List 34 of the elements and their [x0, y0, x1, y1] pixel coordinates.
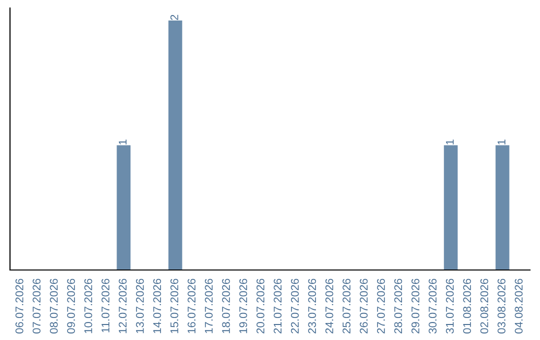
x-tick-label: 04.08.2026 — [514, 278, 523, 334]
x-tick-label: 21.07.2026 — [274, 278, 282, 334]
x-tick-label: 25.07.2026 — [342, 278, 350, 334]
x-tick-label: 18.07.2026 — [222, 278, 230, 334]
data-label: 1 — [118, 140, 127, 144]
x-tick-label: 12.07.2026 — [118, 278, 127, 334]
x-tick-label: 10.07.2026 — [84, 278, 92, 334]
x-tick-label: 19.07.2026 — [239, 278, 248, 334]
data-label: 1 — [446, 140, 454, 144]
x-tick-label: 29.07.2026 — [411, 278, 420, 334]
x-tick-label: 14.07.2026 — [153, 278, 162, 334]
x-tick-label: 03.08.2026 — [498, 278, 506, 334]
x-tick-label: 02.08.2026 — [480, 278, 488, 334]
x-tick-label: 20.07.2026 — [256, 278, 264, 334]
x-tick-label: 26.07.2026 — [360, 278, 368, 334]
x-tick-label: 09.07.2026 — [67, 278, 75, 334]
x-tick-label: 13.07.2026 — [136, 278, 144, 334]
x-tick-label: 30.07.2026 — [428, 278, 437, 334]
x-tick-label: 24.07.2026 — [325, 278, 334, 334]
x-tick-label: 11.07.2026 — [102, 278, 110, 332]
x-tick-label: 17.07.2026 — [204, 278, 213, 334]
data-label: 1 — [498, 140, 506, 144]
x-tick-label: 08.07.2026 — [50, 278, 58, 334]
x-tick-label: 06.07.2026 — [15, 278, 24, 334]
x-tick-label: 01.08.2026 — [463, 278, 471, 334]
x-tick-label: 16.07.2026 — [188, 278, 196, 334]
x-tick-label: 22.07.2026 — [290, 278, 299, 334]
data-label: 2 — [170, 14, 178, 20]
x-tick-label: 31.07.2026 — [446, 278, 454, 334]
x-tick-label: 23.07.2026 — [308, 278, 316, 334]
x-tick-label: 15.07.2026 — [170, 278, 178, 334]
x-tick-label: 27.07.2026 — [377, 278, 385, 334]
x-tick-label: 28.07.2026 — [394, 278, 402, 334]
x-tick-label: 07.07.2026 — [32, 278, 41, 334]
